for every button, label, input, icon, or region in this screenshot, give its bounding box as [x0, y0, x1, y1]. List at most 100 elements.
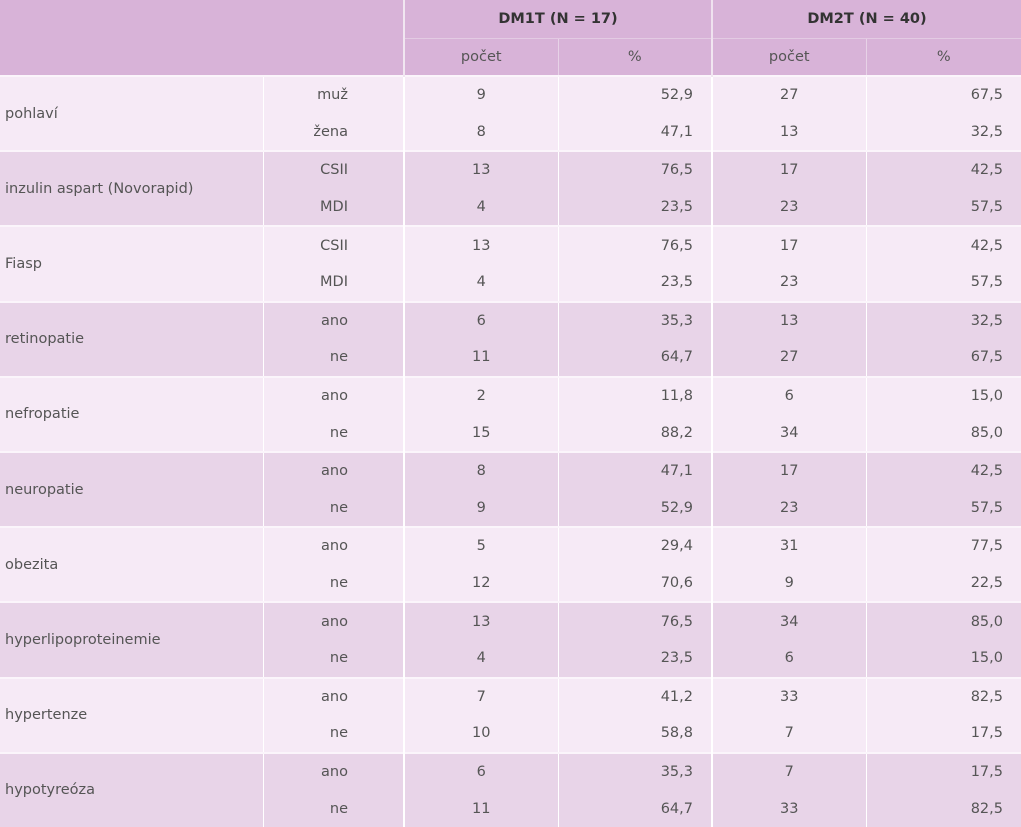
cell-count-dm2t: 23 — [711, 489, 866, 528]
cell-pct-dm2t: 42,5 — [865, 450, 1021, 490]
cell-count-dm2t: 31 — [711, 526, 866, 565]
row-subcategory: ne — [262, 339, 404, 377]
cell-count-dm1t: 11 — [403, 339, 558, 377]
cell-pct-dm2t: 22,5 — [865, 564, 1021, 603]
row-group-label: retinopatie — [0, 300, 263, 377]
table-row: ne 12 70,6 9 22,5 — [0, 564, 1021, 603]
cell-count-dm2t: 7 — [711, 751, 866, 791]
cell-count-dm1t: 2 — [403, 375, 558, 415]
cell-pct-dm1t: 41,2 — [557, 676, 712, 716]
row-group-label: hypotyreóza — [0, 751, 263, 827]
table-row: ne 11 64,7 27 67,5 — [0, 339, 1021, 377]
cell-pct-dm1t: 11,8 — [557, 375, 712, 415]
header-count-dm2t: počet — [711, 38, 866, 76]
row-subcategory: ano — [262, 450, 404, 490]
table-row: neuropatie ano 8 47,1 17 42,5 — [0, 450, 1021, 528]
cell-count-dm2t: 33 — [711, 676, 866, 716]
row-subcategory: žena — [262, 113, 404, 152]
cell-count-dm2t: 23 — [711, 263, 866, 302]
cell-pct-dm2t: 82,5 — [865, 790, 1021, 827]
cell-pct-dm2t: 42,5 — [865, 225, 1021, 264]
row-subcategory: ano — [262, 526, 404, 565]
row-subcategory: ne — [262, 564, 404, 603]
header-empty-cell — [0, 38, 404, 76]
table-body: pohlaví muž 9 52,9 27 67,5 žena 8 47,1 13 32,5 inzu… — [0, 74, 1021, 827]
header-pct-dm2t: % — [865, 38, 1021, 76]
cell-pct-dm2t: 15,0 — [865, 375, 1021, 415]
table-row: žena 8 47,1 13 32,5 — [0, 113, 1021, 152]
cell-pct-dm1t: 88,2 — [557, 414, 712, 452]
cell-count-dm1t: 9 — [403, 489, 558, 528]
cell-pct-dm2t: 57,5 — [865, 188, 1021, 227]
header-pct-dm1t: % — [557, 38, 712, 76]
cell-count-dm1t: 13 — [403, 601, 558, 640]
table-header: DM1T (N = 17) DM2T (N = 40) počet % poče… — [0, 0, 1021, 76]
cell-pct-dm2t: 17,5 — [865, 751, 1021, 791]
table-row: hypertenze ano 7 41,2 33 82,5 — [0, 676, 1021, 753]
row-subcategory: ano — [262, 601, 404, 640]
cell-count-dm2t: 17 — [711, 150, 866, 189]
cell-count-dm1t: 15 — [403, 414, 558, 452]
cell-pct-dm1t: 76,5 — [557, 150, 712, 189]
cell-pct-dm1t: 23,5 — [557, 188, 712, 227]
cell-count-dm1t: 8 — [403, 113, 558, 152]
cell-pct-dm1t: 35,3 — [557, 300, 712, 340]
cell-count-dm2t: 17 — [711, 225, 866, 264]
cell-count-dm1t: 4 — [403, 639, 558, 678]
cell-pct-dm1t: 58,8 — [557, 715, 712, 753]
header-row-subcolumns: počet % počet % — [0, 38, 1021, 76]
cell-count-dm2t: 13 — [711, 300, 866, 340]
table-row: retinopatie ano 6 35,3 13 32,5 — [0, 300, 1021, 377]
cell-count-dm1t: 8 — [403, 450, 558, 490]
table-row: hyperlipoproteinemie ano 13 76,5 34 85,0 — [0, 601, 1021, 678]
table-row: Fiasp CSII 13 76,5 17 42,5 — [0, 225, 1021, 302]
table-row: ne 10 58,8 7 17,5 — [0, 715, 1021, 753]
cell-count-dm2t: 34 — [711, 414, 866, 452]
cell-count-dm1t: 13 — [403, 150, 558, 189]
table-row: ne 15 88,2 34 85,0 — [0, 414, 1021, 452]
table-row: MDI 4 23,5 23 57,5 — [0, 188, 1021, 227]
cell-pct-dm2t: 77,5 — [865, 526, 1021, 565]
cell-pct-dm1t: 23,5 — [557, 639, 712, 678]
cell-pct-dm2t: 67,5 — [865, 75, 1021, 114]
cell-count-dm2t: 6 — [711, 639, 866, 678]
cell-count-dm1t: 6 — [403, 751, 558, 791]
row-subcategory: ano — [262, 751, 404, 791]
cell-pct-dm2t: 85,0 — [865, 414, 1021, 452]
row-group-label: obezita — [0, 526, 263, 603]
table-row: ne 9 52,9 23 57,5 — [0, 489, 1021, 528]
cell-count-dm2t: 17 — [711, 450, 866, 490]
cell-count-dm2t: 27 — [711, 339, 866, 377]
row-subcategory: ne — [262, 715, 404, 753]
row-group-label: pohlaví — [0, 74, 263, 152]
row-subcategory: ano — [262, 375, 404, 415]
table-row: obezita ano 5 29,4 31 77,5 — [0, 526, 1021, 603]
cell-pct-dm1t: 64,7 — [557, 790, 712, 827]
cell-pct-dm2t: 32,5 — [865, 113, 1021, 152]
row-subcategory: ne — [262, 790, 404, 827]
cell-pct-dm1t: 76,5 — [557, 601, 712, 640]
cell-count-dm2t: 33 — [711, 790, 866, 827]
row-subcategory: ne — [262, 639, 404, 678]
cell-count-dm1t: 13 — [403, 225, 558, 264]
row-subcategory: muž — [262, 75, 404, 114]
cell-pct-dm2t: 67,5 — [865, 339, 1021, 377]
row-subcategory: CSII — [262, 150, 404, 189]
cell-pct-dm2t: 57,5 — [865, 489, 1021, 528]
header-group-dm2t: DM2T (N = 40) — [711, 0, 1021, 39]
cell-pct-dm1t: 29,4 — [557, 526, 712, 565]
cell-count-dm1t: 5 — [403, 526, 558, 565]
cell-pct-dm2t: 42,5 — [865, 150, 1021, 189]
cell-count-dm2t: 23 — [711, 188, 866, 227]
row-group-label: hyperlipoproteinemie — [0, 601, 263, 678]
header-count-dm1t: počet — [403, 38, 558, 76]
header-row-groups: DM1T (N = 17) DM2T (N = 40) — [0, 0, 1021, 39]
cell-pct-dm1t: 70,6 — [557, 564, 712, 603]
row-subcategory: MDI — [262, 263, 404, 302]
header-empty-cell — [0, 0, 404, 39]
cell-pct-dm1t: 35,3 — [557, 751, 712, 791]
cell-count-dm1t: 11 — [403, 790, 558, 827]
cell-count-dm1t: 12 — [403, 564, 558, 603]
cell-pct-dm1t: 52,9 — [557, 489, 712, 528]
cell-pct-dm1t: 47,1 — [557, 450, 712, 490]
